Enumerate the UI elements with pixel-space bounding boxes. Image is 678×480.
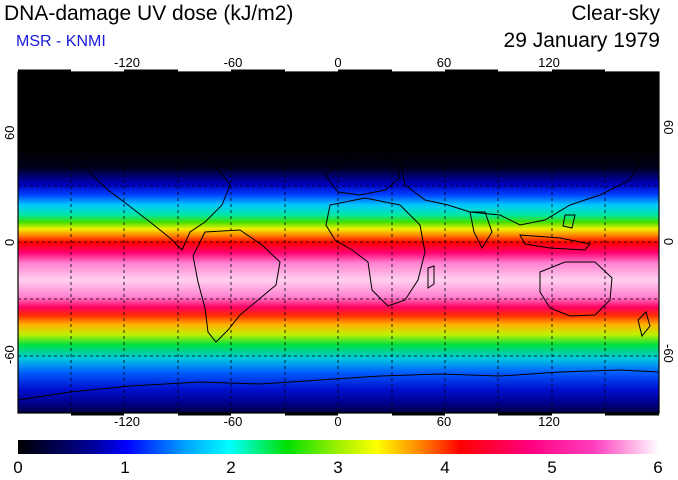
lon-tick-top-60: 60 [436, 55, 452, 70]
lon-tick-top-0: 0 [334, 55, 342, 70]
colorbar-tick-0: 0 [13, 458, 23, 477]
colorbar [18, 440, 659, 454]
colorbar-tick-3: 3 [333, 458, 343, 477]
lon-tick-bottom-60: 60 [436, 414, 452, 429]
lon-tick-bottom-120: 120 [538, 414, 560, 429]
colorbar-tick-4: 4 [440, 458, 450, 477]
frame-ticks [18, 69, 659, 416]
colorbar-tick-5: 5 [547, 458, 557, 477]
sky-condition: Clear-sky [571, 2, 660, 25]
colorbar-tick-1: 1 [120, 458, 130, 477]
coastlines [18, 99, 659, 401]
lon-tick-top-minus60: -60 [223, 55, 243, 70]
lon-tick-bottom-minus60: -60 [223, 414, 243, 429]
lon-tick-top-120: 120 [538, 55, 560, 70]
lon-tick-bottom-minus120: -120 [113, 414, 141, 429]
colorbar-tick-6: 6 [653, 458, 663, 477]
map-title: DNA-damage UV dose (kJ/m2) [4, 2, 294, 25]
colorbar-tick-2: 2 [226, 458, 236, 477]
lon-tick-bottom-0: 0 [334, 414, 342, 429]
graticule [18, 72, 659, 413]
credit-label: MSR - KNMI [16, 33, 106, 50]
lon-tick-top-minus120: -120 [113, 55, 141, 70]
map-date: 29 January 1979 [503, 29, 660, 52]
